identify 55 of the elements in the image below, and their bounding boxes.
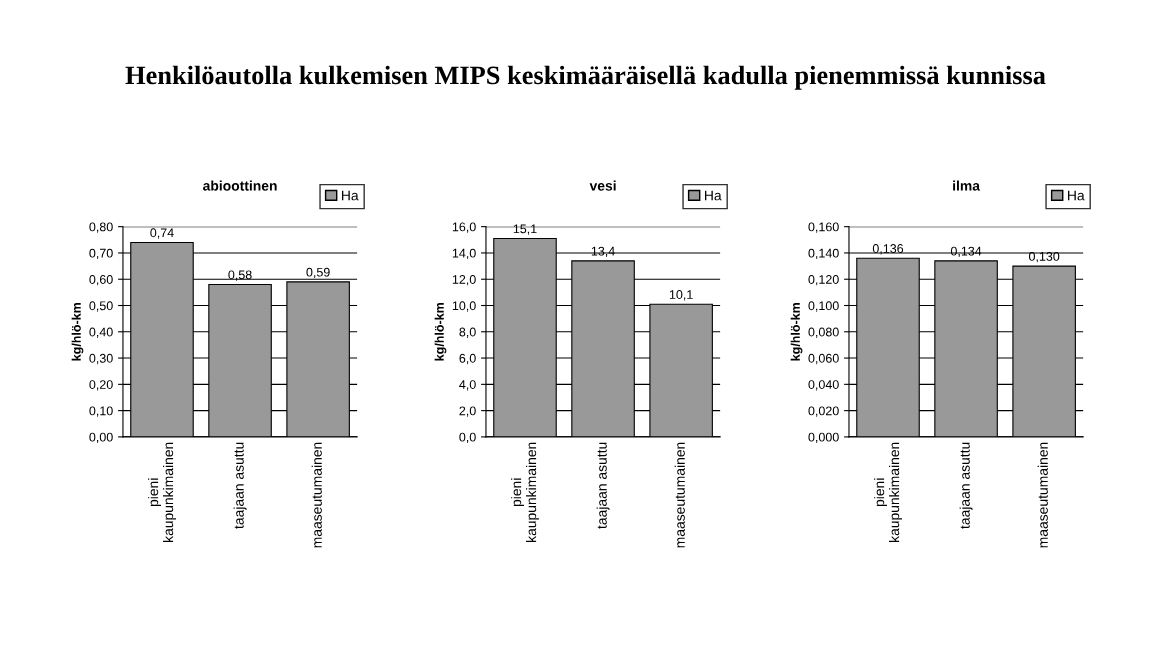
text: 10,1 — [669, 290, 693, 301]
x-tick-label: pieni kaupunkimainen — [874, 442, 902, 542]
chart-title: ilma — [953, 180, 981, 191]
y-tick-label: 0,060 — [808, 353, 839, 365]
y-tick-label: 0,100 — [808, 301, 839, 312]
x-tick-label: taajaan asuttu — [596, 442, 610, 529]
y-tick-label: 0,20 — [89, 380, 113, 391]
y-tick-label: 0,10 — [89, 406, 113, 417]
y-tick-label: 10,0 — [452, 301, 476, 312]
y-tick-label: 0,40 — [89, 327, 113, 338]
y-tick-label: 0,120 — [808, 275, 839, 286]
x-tick-label: taajaan asuttu — [233, 442, 247, 529]
text: Henkilöautolla kulkemisen MIPS keskimääräisellä kadulla pienemmissä kunnissa — [125, 65, 1046, 90]
text: 0,58 — [228, 270, 252, 281]
y-axis-title: kg/hlö-km — [790, 303, 803, 361]
y-tick-label: 0,00 — [89, 432, 113, 444]
y-tick-label: 0,60 — [89, 275, 113, 286]
y-tick-label: 0,140 — [808, 248, 839, 260]
y-tick-label: 0,020 — [808, 406, 839, 417]
legend-label: Ha — [342, 190, 359, 201]
x-tick-label: taajaan asuttu — [959, 442, 973, 529]
text: 0,59 — [306, 267, 330, 279]
y-tick-label: 0,160 — [808, 222, 839, 233]
y-tick-label: 0,70 — [89, 248, 113, 260]
legend-label: Ha — [1068, 190, 1085, 201]
y-tick-label: 6,0 — [459, 353, 476, 365]
y-axis-title: kg/hlö-km — [71, 303, 84, 361]
chart-title: abioottinen — [203, 180, 277, 191]
x-tick-label: maaseutumainen — [1037, 442, 1048, 548]
y-tick-label: 2,0 — [459, 406, 476, 417]
y-tick-label: 0,000 — [808, 432, 839, 444]
y-tick-label: 0,50 — [89, 301, 113, 312]
y-tick-label: 0,0 — [459, 432, 476, 444]
x-tick-label: maaseutumainen — [674, 442, 685, 548]
text: 0,74 — [150, 228, 174, 239]
y-tick-label: 0,80 — [89, 222, 113, 233]
y-tick-label: 0,040 — [808, 380, 839, 391]
x-tick-label: pieni kaupunkimainen — [511, 442, 539, 542]
y-tick-label: 12,0 — [452, 275, 476, 286]
text: 13,4 — [591, 246, 615, 258]
y-tick-label: 8,0 — [459, 327, 476, 338]
chart-title: vesi — [589, 180, 616, 191]
text: 0,130 — [1028, 251, 1060, 263]
y-tick-label: 14,0 — [452, 248, 476, 260]
y-tick-label: 16,0 — [452, 222, 476, 233]
text: 0,134 — [950, 246, 982, 258]
x-tick-label: pieni kaupunkimainen — [148, 442, 176, 542]
y-tick-label: 0,080 — [808, 327, 839, 338]
text: 0,136 — [872, 244, 904, 255]
legend-label: Ha — [705, 190, 722, 201]
y-tick-label: 0,30 — [89, 353, 113, 365]
y-tick-label: 4,0 — [459, 380, 476, 391]
x-tick-label: maaseutumainen — [311, 442, 322, 548]
y-axis-title: kg/hlö-km — [434, 303, 447, 361]
text: 15,1 — [513, 224, 537, 235]
